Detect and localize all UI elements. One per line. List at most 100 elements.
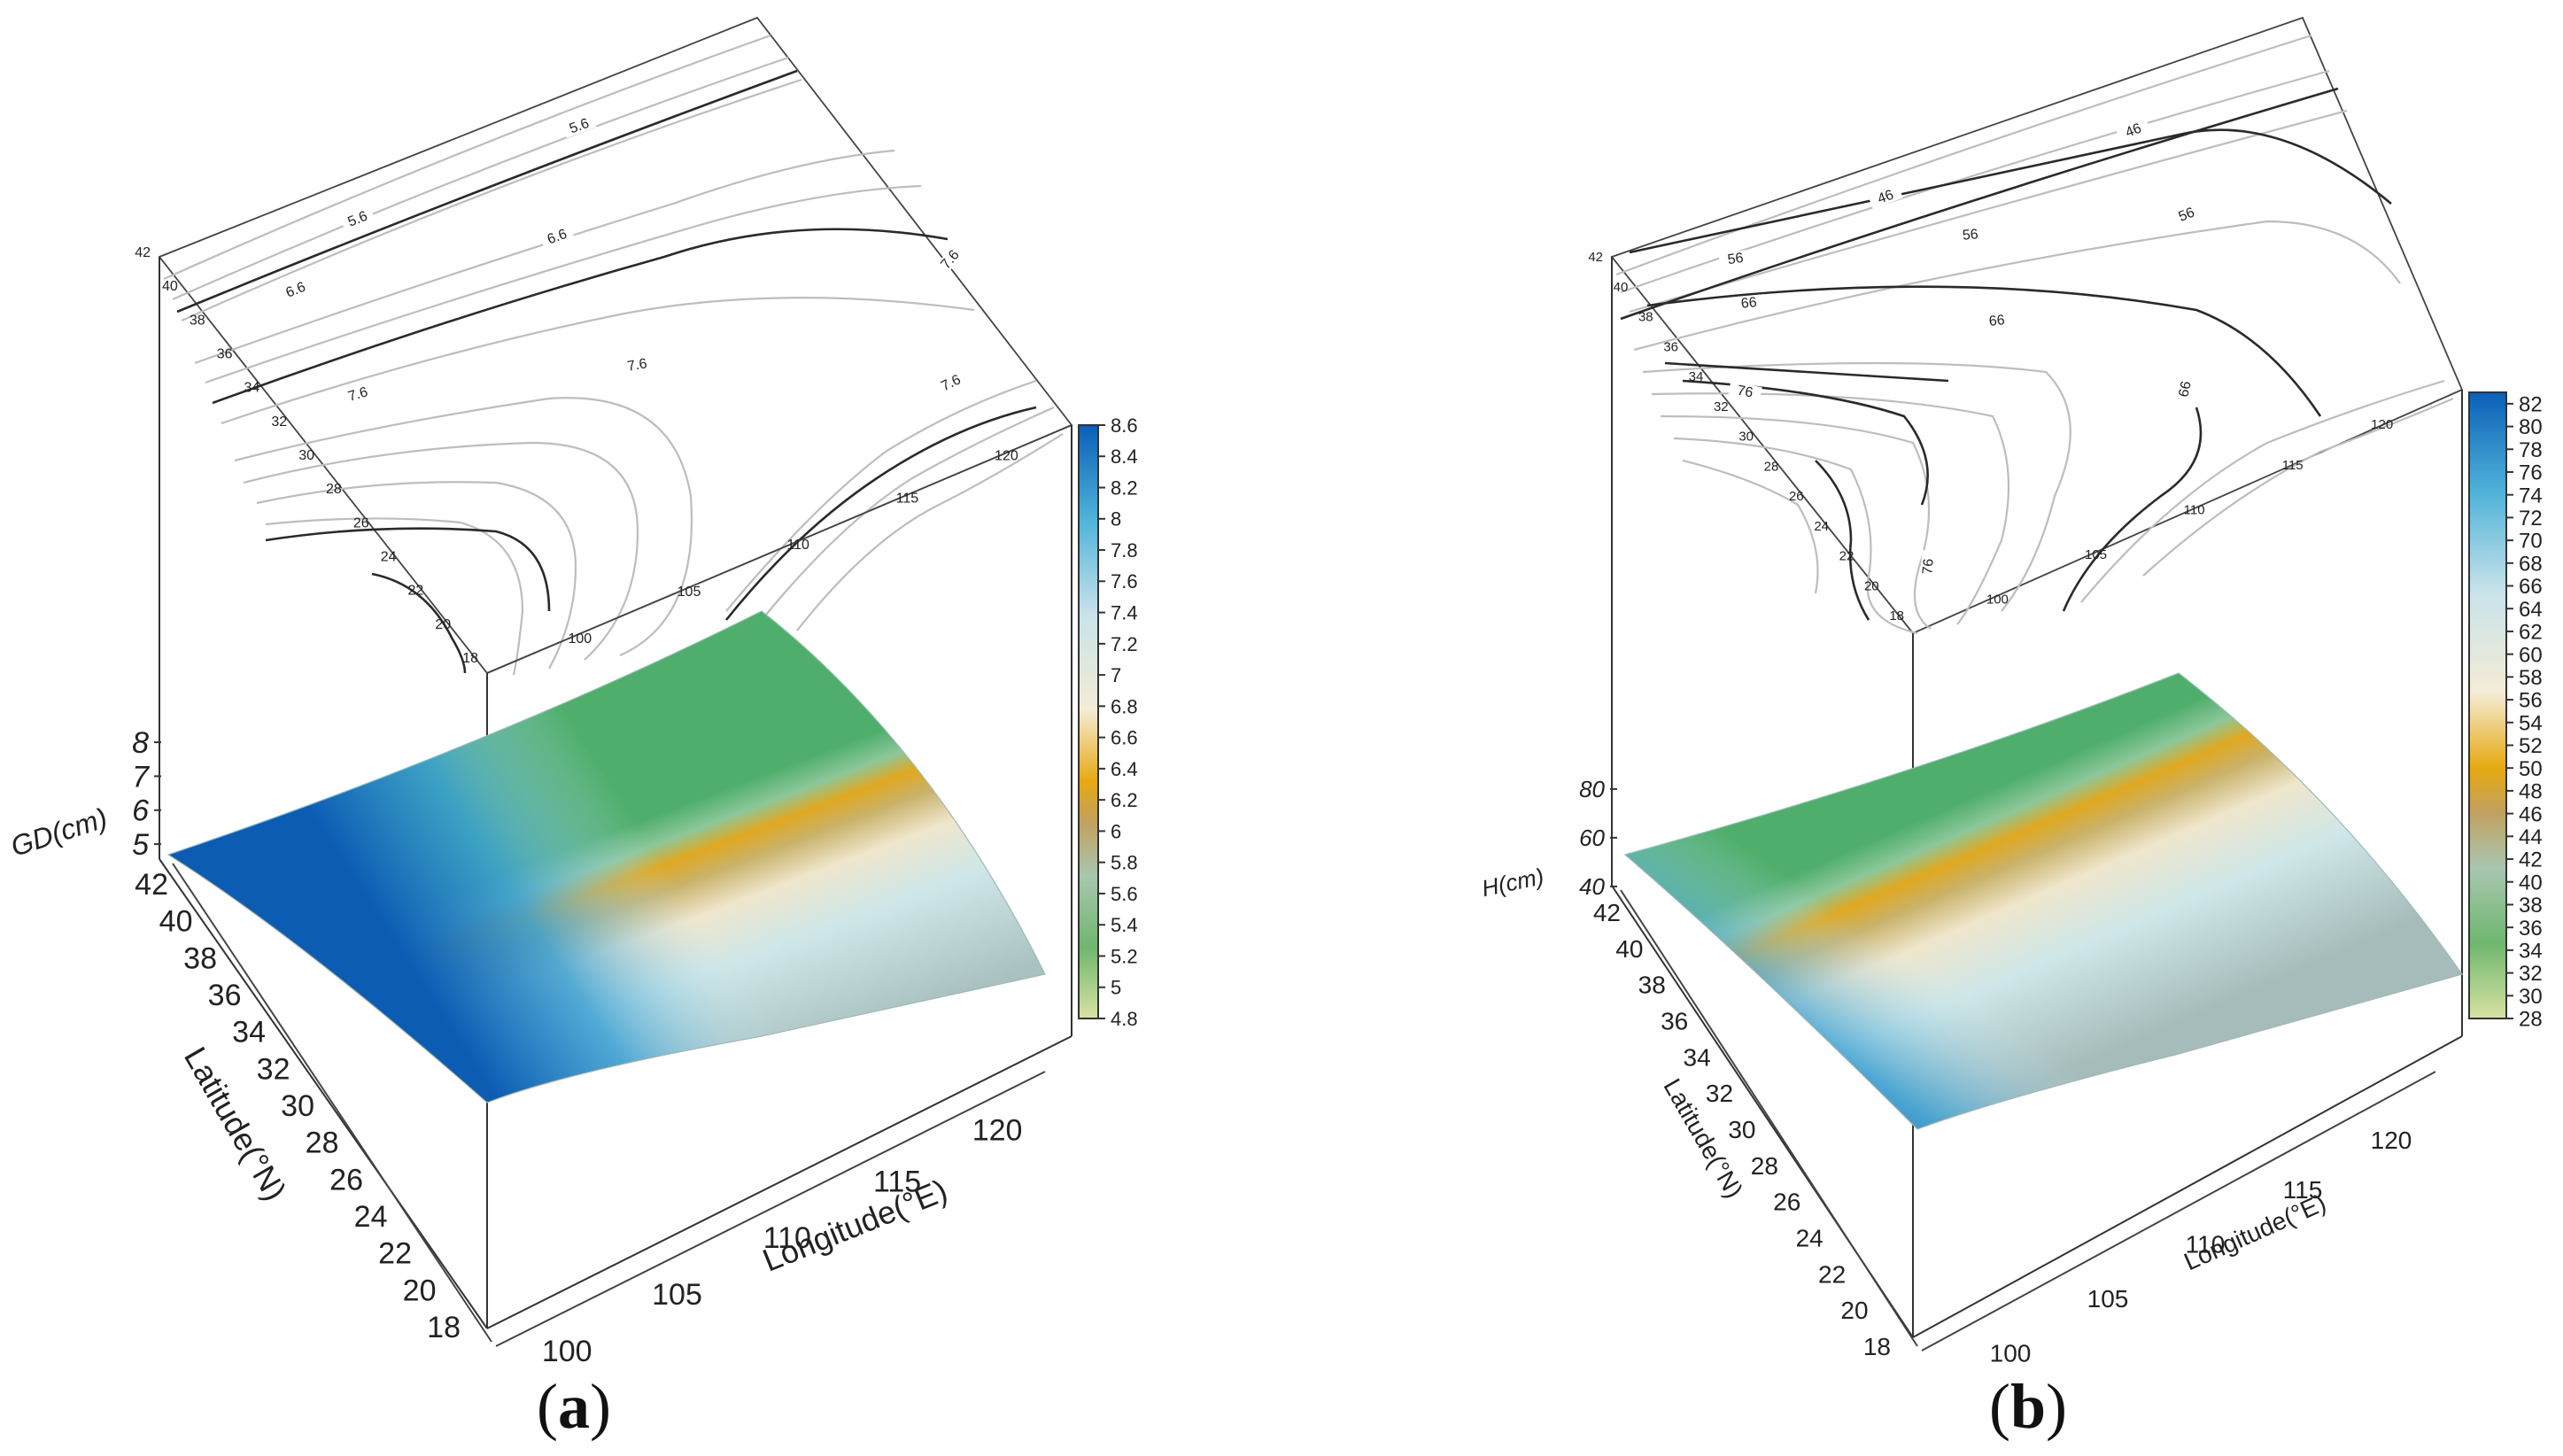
colorbar-tick-label: 5.6 xyxy=(1111,883,1138,905)
colorbar-b: 2830323436384042444648505254565860626466… xyxy=(2468,391,2543,1032)
top-latitude-tick-label: 38 xyxy=(1638,310,1653,325)
colorbar-tick-label: 5 xyxy=(1111,977,1121,999)
colorbar-tick-label: 80 xyxy=(2519,415,2543,439)
contour-label: 5.6 xyxy=(568,116,592,137)
contour-label: 76 xyxy=(1920,558,1936,575)
z-tick-label: 6 xyxy=(132,794,149,828)
latitude-tick-label: 22 xyxy=(378,1237,412,1271)
latitude-tick-label: 26 xyxy=(329,1163,363,1197)
colorbar-tick-label: 28 xyxy=(2519,1008,2543,1032)
colorbar-a: 4.8 5 5.2 5.4 5.6 5.8 6 6.2 6.4 6.6 6.8 7 7.2 7.4 7.6 7… xyxy=(1078,414,1138,1030)
latitude-tick-label: 28 xyxy=(306,1127,339,1160)
z-tick-label: 7 xyxy=(132,760,150,794)
top-contour-plane xyxy=(1610,16,2464,635)
latitude-tick-label: 24 xyxy=(354,1200,388,1234)
colorbar-tick-label: 48 xyxy=(2519,780,2543,804)
latitude-tick-label: 32 xyxy=(1706,1080,1733,1107)
longitude-tick-label: 120 xyxy=(2371,1127,2412,1154)
latitude-tick-label: 26 xyxy=(1773,1189,1800,1216)
colorbar-tick-label: 7.6 xyxy=(1111,570,1138,592)
top-longitude-tick-label: 100 xyxy=(1986,592,2009,608)
contour-label: 46 xyxy=(1876,188,1896,207)
longitude-tick-label: 105 xyxy=(652,1278,702,1312)
colorbar-tick-label: 5.2 xyxy=(1111,945,1138,967)
top-latitude-tick-label: 18 xyxy=(462,651,478,666)
top-latitude-tick-label: 26 xyxy=(353,515,369,531)
panel-label-b: (b) xyxy=(1989,1371,2067,1442)
colorbar-tick-label: 38 xyxy=(2519,894,2543,918)
latitude-tick-label: 30 xyxy=(281,1089,314,1123)
colorbar-tick-label: 64 xyxy=(2519,598,2543,622)
latitude-tick-label: 38 xyxy=(183,941,217,975)
panel-label-a: (a) xyxy=(537,1371,611,1442)
contour-label: 76 xyxy=(1736,383,1754,401)
colorbar-tick-label: 6.6 xyxy=(1111,727,1138,749)
latitude-tick-label: 22 xyxy=(1818,1260,1846,1288)
colorbar-tick-label: 78 xyxy=(2519,438,2543,462)
top-longitude-tick-label: 110 xyxy=(2184,502,2205,517)
contour-label: 56 xyxy=(1727,251,1745,267)
colorbar-tick-label: 36 xyxy=(2519,917,2543,941)
latitude-tick-label: 28 xyxy=(1751,1152,1778,1180)
z-tick-label: 60 xyxy=(1579,825,1605,851)
top-latitude-tick-label: 26 xyxy=(1789,489,1804,504)
contour-label: 46 xyxy=(2124,120,2144,140)
contour-label: 6.6 xyxy=(546,227,569,248)
top-latitude-tick-label: 22 xyxy=(1839,549,1854,564)
latitude-tick-label: 18 xyxy=(1863,1333,1891,1360)
panel-b: 2830323436384042444648505254565860626466… xyxy=(1479,16,2543,1367)
top-contour-plane xyxy=(158,16,1073,676)
longitude-tick-label: 100 xyxy=(1990,1340,2032,1367)
colorbar-tick-label: 76 xyxy=(2519,461,2543,485)
top-latitude-tick-label: 34 xyxy=(1689,369,1704,384)
z-tick-label: 40 xyxy=(1579,873,1605,900)
colorbar-tick-label: 54 xyxy=(2519,711,2543,735)
colorbar-tick-label: 6 xyxy=(1111,820,1121,842)
z-axis-label: H(cm) xyxy=(1479,863,1545,902)
top-latitude-tick-label: 20 xyxy=(1864,578,1879,593)
latitude-tick-label: 34 xyxy=(232,1016,266,1049)
colorbar-tick-label: 74 xyxy=(2519,484,2543,507)
colorbar-tick-label: 52 xyxy=(2519,734,2543,758)
colorbar-tick-label: 40 xyxy=(2519,871,2543,895)
colorbar-tick-label: 6.2 xyxy=(1111,789,1138,811)
longitude-tick-label: 115 xyxy=(2283,1176,2323,1204)
longitude-tick-label: 110 xyxy=(763,1221,811,1255)
top-latitude-tick-label: 32 xyxy=(1714,399,1729,414)
colorbar-tick-label: 7 xyxy=(1111,664,1121,686)
contour-label: 56 xyxy=(1962,227,1978,243)
colorbar-tick-label: 68 xyxy=(2519,552,2543,576)
latitude-tick-label: 38 xyxy=(1638,972,1666,999)
top-latitude-tick-label: 40 xyxy=(1614,280,1629,295)
contour-label: 66 xyxy=(2176,380,2194,399)
latitude-tick-label: 24 xyxy=(1796,1225,1824,1252)
base-axes xyxy=(1620,889,2436,1351)
latitude-tick-label: 42 xyxy=(1593,899,1621,926)
colorbar-tick-label: 7.8 xyxy=(1111,539,1138,561)
colorbar-tick-label: 72 xyxy=(2519,507,2543,531)
colorbar-tick-label: 32 xyxy=(2519,962,2543,986)
top-latitude-tick-label: 38 xyxy=(190,313,205,328)
latitude-tick-label: 30 xyxy=(1728,1116,1755,1143)
top-latitude-tick-label: 32 xyxy=(271,414,287,430)
top-latitude-tick-label: 28 xyxy=(326,482,342,497)
colorbar-tick-label: 62 xyxy=(2519,621,2543,645)
colorbar-tick-label: 70 xyxy=(2519,530,2543,554)
top-longitude-tick-label: 115 xyxy=(2282,458,2304,473)
top-longitude-tick-label: 100 xyxy=(568,631,592,647)
z-tick-label: 8 xyxy=(132,726,149,760)
panel-a: 4.8 5 5.2 5.4 5.6 5.8 6 6.2 6.4 6.6 6.8 7 7.2 7.4 7.6 7… xyxy=(7,16,1138,1368)
contour-label: 66 xyxy=(1988,313,2006,329)
top-latitude-tick-label: 42 xyxy=(135,245,151,260)
latitude-tick-label: 36 xyxy=(1661,1008,1688,1035)
surface-b xyxy=(1623,672,2463,1130)
colorbar-tick-label: 6.4 xyxy=(1111,758,1138,780)
contour-label: 7.6 xyxy=(626,356,648,375)
colorbar-tick-label: 58 xyxy=(2519,666,2543,690)
colorbar-tick-label: 7.4 xyxy=(1111,601,1138,623)
colorbar-tick-label: 46 xyxy=(2519,802,2543,826)
top-latitude-tick-label: 36 xyxy=(217,347,233,362)
top-longitude-tick-label: 105 xyxy=(2085,547,2107,562)
latitude-tick-label: 18 xyxy=(427,1311,461,1344)
